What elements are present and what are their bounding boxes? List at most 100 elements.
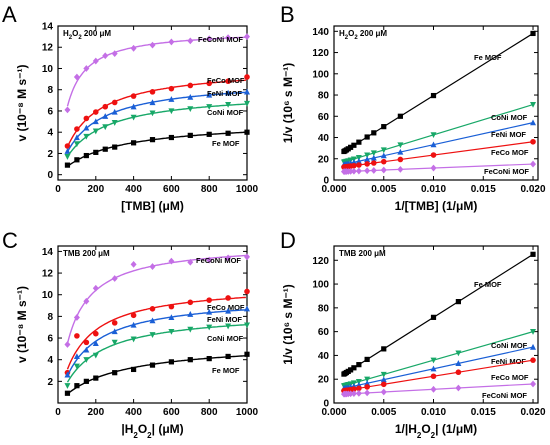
- data-point: [530, 30, 536, 37]
- y-tick-label: 10: [42, 64, 54, 75]
- data-point: [92, 128, 99, 135]
- series-fe-mof: Fe MOF: [64, 129, 250, 168]
- data-point: [64, 383, 71, 389]
- y-tick-label: 8: [47, 85, 53, 96]
- data-point: [244, 100, 250, 107]
- data-point: [149, 332, 156, 338]
- condition-label: H2O2 200 μM: [339, 29, 387, 41]
- fit-curve: [66, 296, 246, 370]
- y-tick-label: 20: [318, 375, 330, 386]
- data-point: [73, 353, 80, 360]
- x-tick-label: 400: [125, 184, 142, 195]
- data-point: [364, 134, 370, 140]
- series-label: Fe MOF: [212, 366, 240, 375]
- series-coni-mof: CoNi MOF: [64, 100, 250, 160]
- data-point: [364, 384, 370, 390]
- data-point: [131, 366, 137, 373]
- fit-curve: [67, 131, 246, 167]
- data-point: [356, 162, 362, 168]
- data-point: [244, 33, 250, 41]
- data-point: [364, 376, 371, 383]
- x-tick-label: 0.015: [471, 184, 496, 195]
- y-tick-label: 12: [42, 269, 54, 280]
- data-point: [187, 299, 194, 306]
- data-point: [149, 306, 156, 312]
- data-point: [350, 390, 357, 398]
- data-point: [455, 369, 462, 376]
- data-point: [187, 326, 194, 333]
- data-point: [206, 324, 213, 331]
- x-tick-label: 600: [163, 184, 180, 195]
- data-point: [131, 140, 137, 146]
- series-feco-mof: FeCo MOF: [64, 288, 250, 376]
- data-point: [356, 139, 362, 145]
- y-tick-label: 60: [318, 327, 330, 338]
- x-tick-label: 0.010: [421, 407, 446, 418]
- fit-line: [343, 346, 534, 389]
- data-point: [149, 137, 156, 143]
- data-point: [347, 390, 354, 398]
- data-point: [355, 154, 362, 161]
- fit-line: [343, 253, 534, 375]
- data-point: [92, 57, 99, 65]
- data-point: [225, 323, 232, 330]
- series-label: FeNi MOF: [207, 89, 242, 98]
- data-point: [530, 101, 537, 108]
- data-point: [102, 113, 109, 119]
- data-point: [83, 152, 89, 159]
- fit-line: [343, 122, 534, 166]
- y-tick-label: 60: [318, 112, 330, 123]
- data-point: [92, 118, 99, 125]
- data-point: [371, 160, 377, 166]
- data-point: [370, 167, 377, 174]
- data-point: [102, 124, 109, 131]
- x-axis-title: [TMB] (μM): [121, 199, 184, 213]
- data-point: [206, 104, 213, 110]
- data-point: [430, 357, 437, 364]
- data-point: [380, 388, 387, 396]
- data-point: [430, 164, 437, 172]
- fit-curve: [66, 309, 246, 377]
- x-tick-label: 1000: [236, 184, 259, 195]
- data-point: [430, 365, 437, 372]
- data-point: [64, 371, 71, 378]
- y-tick-label: 2: [47, 149, 53, 160]
- series-feco-mof: FeCo MOF: [341, 357, 536, 394]
- data-point: [430, 141, 437, 148]
- data-point: [130, 93, 137, 99]
- condition-label: H2O2 200 μM: [63, 29, 111, 41]
- data-point: [430, 92, 437, 99]
- series-label: FeCoNi MOF: [196, 256, 241, 265]
- series-feconi-mof: FeCoNi MOF: [340, 380, 537, 400]
- y-tick-label: 120: [312, 256, 329, 267]
- data-point: [225, 353, 231, 360]
- y-tick-label: 2: [47, 377, 53, 388]
- data-point: [130, 261, 137, 268]
- series-label: Fe MOF: [212, 139, 240, 148]
- data-point: [187, 37, 194, 45]
- fit-line: [343, 359, 534, 392]
- series-feco-mof: FeCo MOF: [64, 74, 250, 149]
- data-point: [187, 106, 194, 113]
- data-point: [370, 154, 377, 161]
- y-axis-title: v (10⁻⁸ M s⁻¹): [15, 64, 29, 141]
- data-point: [83, 357, 90, 363]
- data-point: [380, 371, 387, 378]
- series-label: FeNi MOF: [491, 130, 526, 139]
- data-point: [187, 82, 194, 89]
- data-point: [187, 311, 194, 317]
- data-point: [225, 89, 232, 96]
- series-feconi-mof: FeCoNi MOF: [340, 160, 537, 176]
- data-point: [355, 158, 362, 164]
- data-point: [206, 80, 212, 87]
- data-point: [397, 165, 404, 173]
- data-point: [206, 297, 212, 303]
- data-point: [112, 370, 118, 376]
- data-point: [530, 251, 536, 257]
- series-label: CoNi MOF: [491, 341, 528, 350]
- y-tick-label: 140: [312, 27, 329, 38]
- data-point: [111, 320, 118, 326]
- x-tick-label: 0.000: [321, 407, 346, 418]
- data-point: [455, 299, 461, 305]
